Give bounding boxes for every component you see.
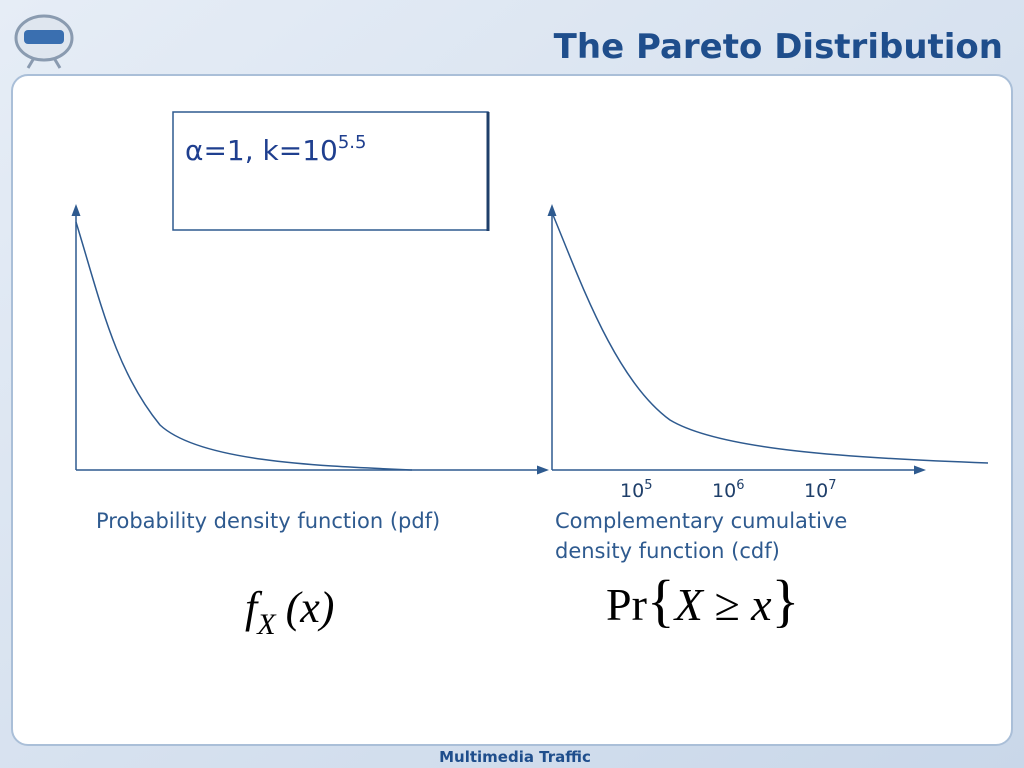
x-label-exponent: 6 [736,478,744,493]
formula-part: X [256,608,277,641]
x-label-base: 10 [804,480,828,502]
x-label-base: 10 [712,480,736,502]
formula-part: (x) [286,583,335,632]
logo [14,14,74,69]
parameter-text: α=1, k=105.5 [185,132,366,167]
formula-part: } [772,568,800,633]
ccdf-caption-line: density function (cdf) [555,539,780,563]
x-labels: 105 106 107 [620,478,836,502]
x-label: 106 [712,478,744,502]
formula-part: { [647,568,675,633]
x-label-exponent: 7 [828,478,836,493]
x-label-exponent: 5 [644,478,652,493]
content-panel [11,74,1013,746]
formula-part: Pr [606,579,647,630]
x-label: 105 [620,478,652,502]
ccdf-caption-line: Complementary cumulative [555,509,847,533]
footer: Multimedia Traffic [439,748,591,766]
parameter-main: α=1, k=10 [185,134,338,167]
parameter-box [172,111,489,231]
x-label-base: 10 [620,480,644,502]
pdf-caption: Probability density function (pdf) [96,509,440,533]
x-label: 107 [804,478,836,502]
pdf-formula: fX (x) [245,583,334,641]
parameter-exponent: 5.5 [338,132,367,153]
ccdf-formula: Pr{X ≥ x} [606,568,799,633]
slide-title: The Pareto Distribution [554,27,1003,67]
pdf-plot [71,204,549,475]
formula-part: X ≥ x [673,579,772,630]
ccdf-plot [547,204,989,475]
